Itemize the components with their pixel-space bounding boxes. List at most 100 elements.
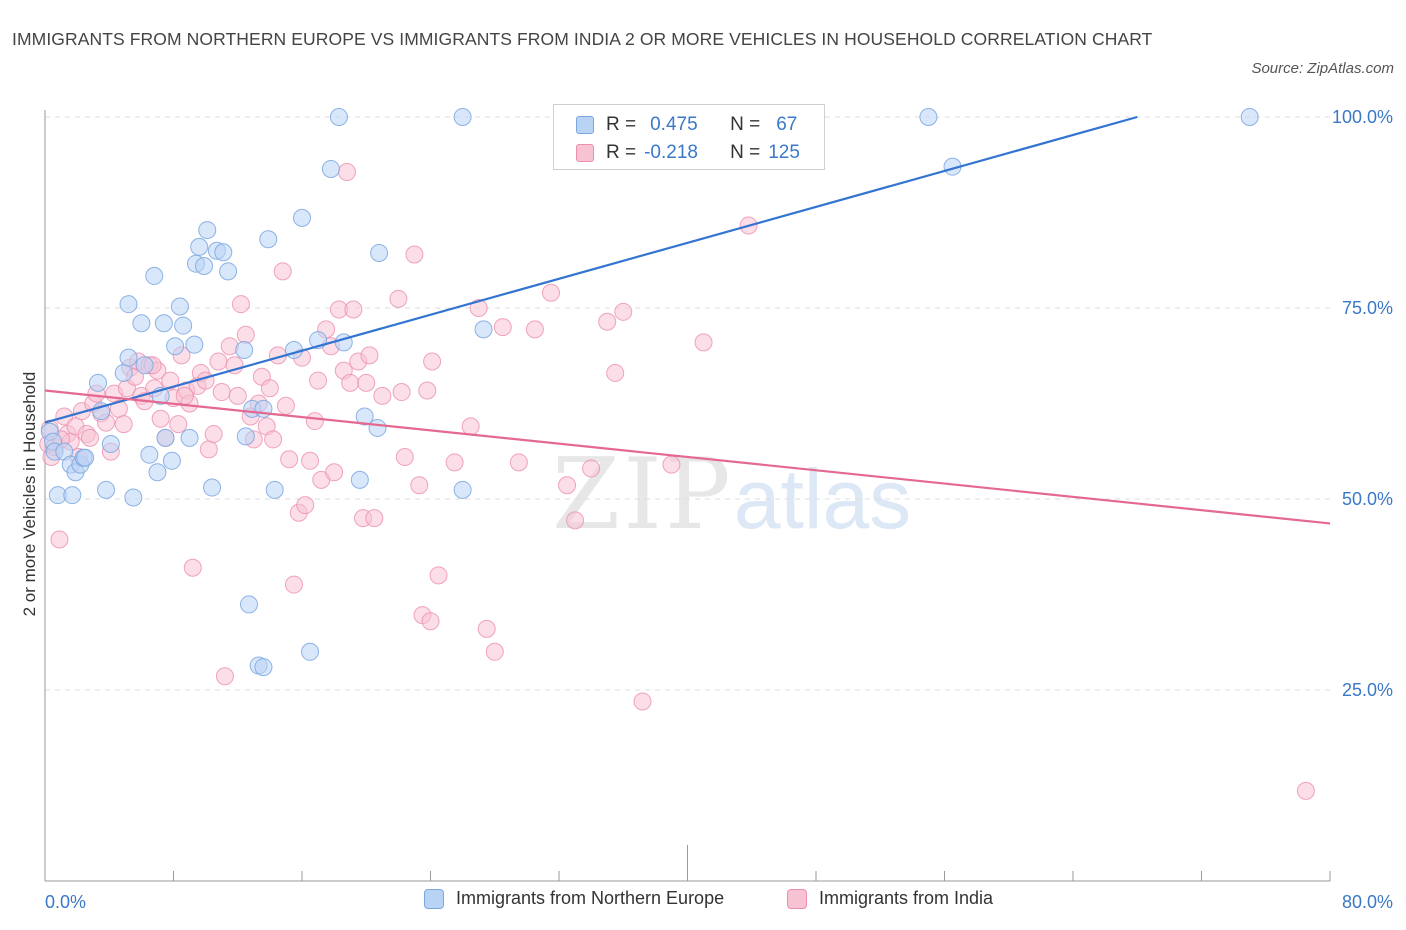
- northern-europe-point: [119, 348, 138, 367]
- northern-europe-point: [219, 262, 238, 281]
- northern-europe-point: [919, 108, 938, 126]
- trend-lines: [44, 115, 1331, 525]
- india-point: [461, 417, 480, 436]
- y-tick-label: 75.0%: [1342, 298, 1393, 318]
- legend-n-label: N =: [730, 114, 761, 135]
- x-tick-label: 0.0%: [45, 892, 86, 912]
- india-point: [509, 453, 528, 472]
- legend-item-india[interactable]: Immigrants from India: [787, 888, 993, 909]
- axes: [44, 110, 1331, 882]
- northern-europe-point: [135, 356, 154, 375]
- india-point: [260, 379, 279, 398]
- india-point: [421, 612, 440, 631]
- series-legend: Immigrants from Northern Europe Immigran…: [0, 888, 1406, 916]
- india-point: [418, 381, 437, 400]
- legend-swatch-pink: [576, 144, 594, 162]
- legend-label: Immigrants from Northern Europe: [456, 888, 725, 908]
- correlation-legend: R = 0.475 N = 67 R = -0.218 N = 125: [553, 104, 825, 170]
- northern-europe-point: [329, 108, 348, 126]
- northern-europe-point: [170, 297, 189, 316]
- northern-europe-point: [293, 208, 311, 227]
- northern-europe-point: [132, 314, 151, 333]
- northern-europe-point: [265, 480, 284, 499]
- india-point: [389, 289, 408, 308]
- india-point: [301, 451, 320, 470]
- india-point: [392, 383, 411, 402]
- northern-europe-point: [101, 434, 120, 453]
- northern-europe-point: [254, 658, 273, 677]
- northern-europe-point: [154, 314, 173, 333]
- northern-europe-point: [350, 470, 369, 489]
- northern-europe-point: [474, 320, 493, 339]
- india-point: [196, 371, 215, 390]
- northern-europe-point: [236, 427, 255, 446]
- india-point: [273, 262, 292, 281]
- india-point: [525, 320, 544, 339]
- india-point: [477, 619, 496, 638]
- legend-row-northern-europe: R = 0.475 N = 67: [576, 111, 797, 139]
- legend-r-label: R =: [606, 114, 637, 135]
- india-point: [558, 476, 577, 495]
- chart-title: IMMIGRANTS FROM NORTHERN EUROPE VS IMMIG…: [12, 29, 1153, 49]
- trend-line-india: [44, 389, 1331, 525]
- india-point: [360, 346, 379, 365]
- northern-europe-point: [214, 243, 233, 262]
- india-point: [215, 667, 234, 686]
- india-point: [325, 463, 344, 482]
- india-point: [305, 412, 324, 431]
- india-point: [566, 511, 585, 530]
- india-point: [373, 386, 392, 405]
- northern-europe-point: [239, 595, 258, 614]
- legend-n-value: 125: [768, 142, 800, 163]
- india-point: [598, 312, 617, 331]
- india-point: [365, 509, 384, 528]
- india-point: [296, 496, 315, 515]
- northern-europe-point: [166, 337, 185, 356]
- india-point: [541, 283, 560, 302]
- india-point: [276, 396, 295, 415]
- northern-europe-point: [63, 486, 82, 505]
- india-point: [614, 302, 633, 321]
- india-point: [445, 453, 464, 472]
- india-point: [493, 318, 512, 337]
- india-point: [423, 352, 442, 371]
- northern-europe-point: [124, 488, 143, 507]
- northern-europe-point: [355, 407, 374, 426]
- india-point: [175, 386, 194, 405]
- northern-europe-point: [119, 295, 138, 314]
- legend-item-northern-europe[interactable]: Immigrants from Northern Europe: [424, 888, 724, 909]
- northern-europe-point: [162, 451, 181, 470]
- northern-europe-point: [89, 373, 108, 392]
- india-point: [341, 373, 360, 392]
- y-tick-label: 100.0%: [1332, 107, 1393, 127]
- y-tick-label: 25.0%: [1342, 680, 1393, 700]
- india-point: [429, 566, 448, 585]
- india-point: [225, 356, 244, 375]
- legend-r-value: -0.218: [644, 142, 698, 163]
- india-point: [1296, 781, 1315, 800]
- tick-labels: 25.0% 50.0% 75.0% 100.0% 0.0% 80.0%: [45, 107, 1393, 912]
- india-point: [344, 300, 363, 319]
- india-point: [410, 476, 429, 495]
- northern-europe-point: [156, 428, 175, 447]
- northern-europe-point: [235, 341, 254, 360]
- northern-europe-point: [203, 478, 222, 497]
- northern-europe-point: [190, 237, 209, 256]
- india-point: [395, 447, 414, 466]
- india-point: [231, 295, 250, 314]
- india-point: [606, 363, 625, 382]
- northern-europe-point: [198, 221, 217, 240]
- northern-europe-point: [195, 256, 214, 275]
- india-point: [114, 415, 133, 434]
- india-point: [50, 530, 69, 549]
- northern-europe-point: [368, 418, 387, 437]
- northern-europe-point: [301, 642, 320, 661]
- india-point: [309, 371, 328, 390]
- northern-europe-point: [114, 363, 133, 382]
- legend-n-value: 67: [776, 114, 798, 135]
- india-point: [204, 425, 223, 444]
- northern-europe-point: [1240, 108, 1259, 126]
- india-point: [582, 459, 601, 478]
- india-point: [236, 325, 255, 344]
